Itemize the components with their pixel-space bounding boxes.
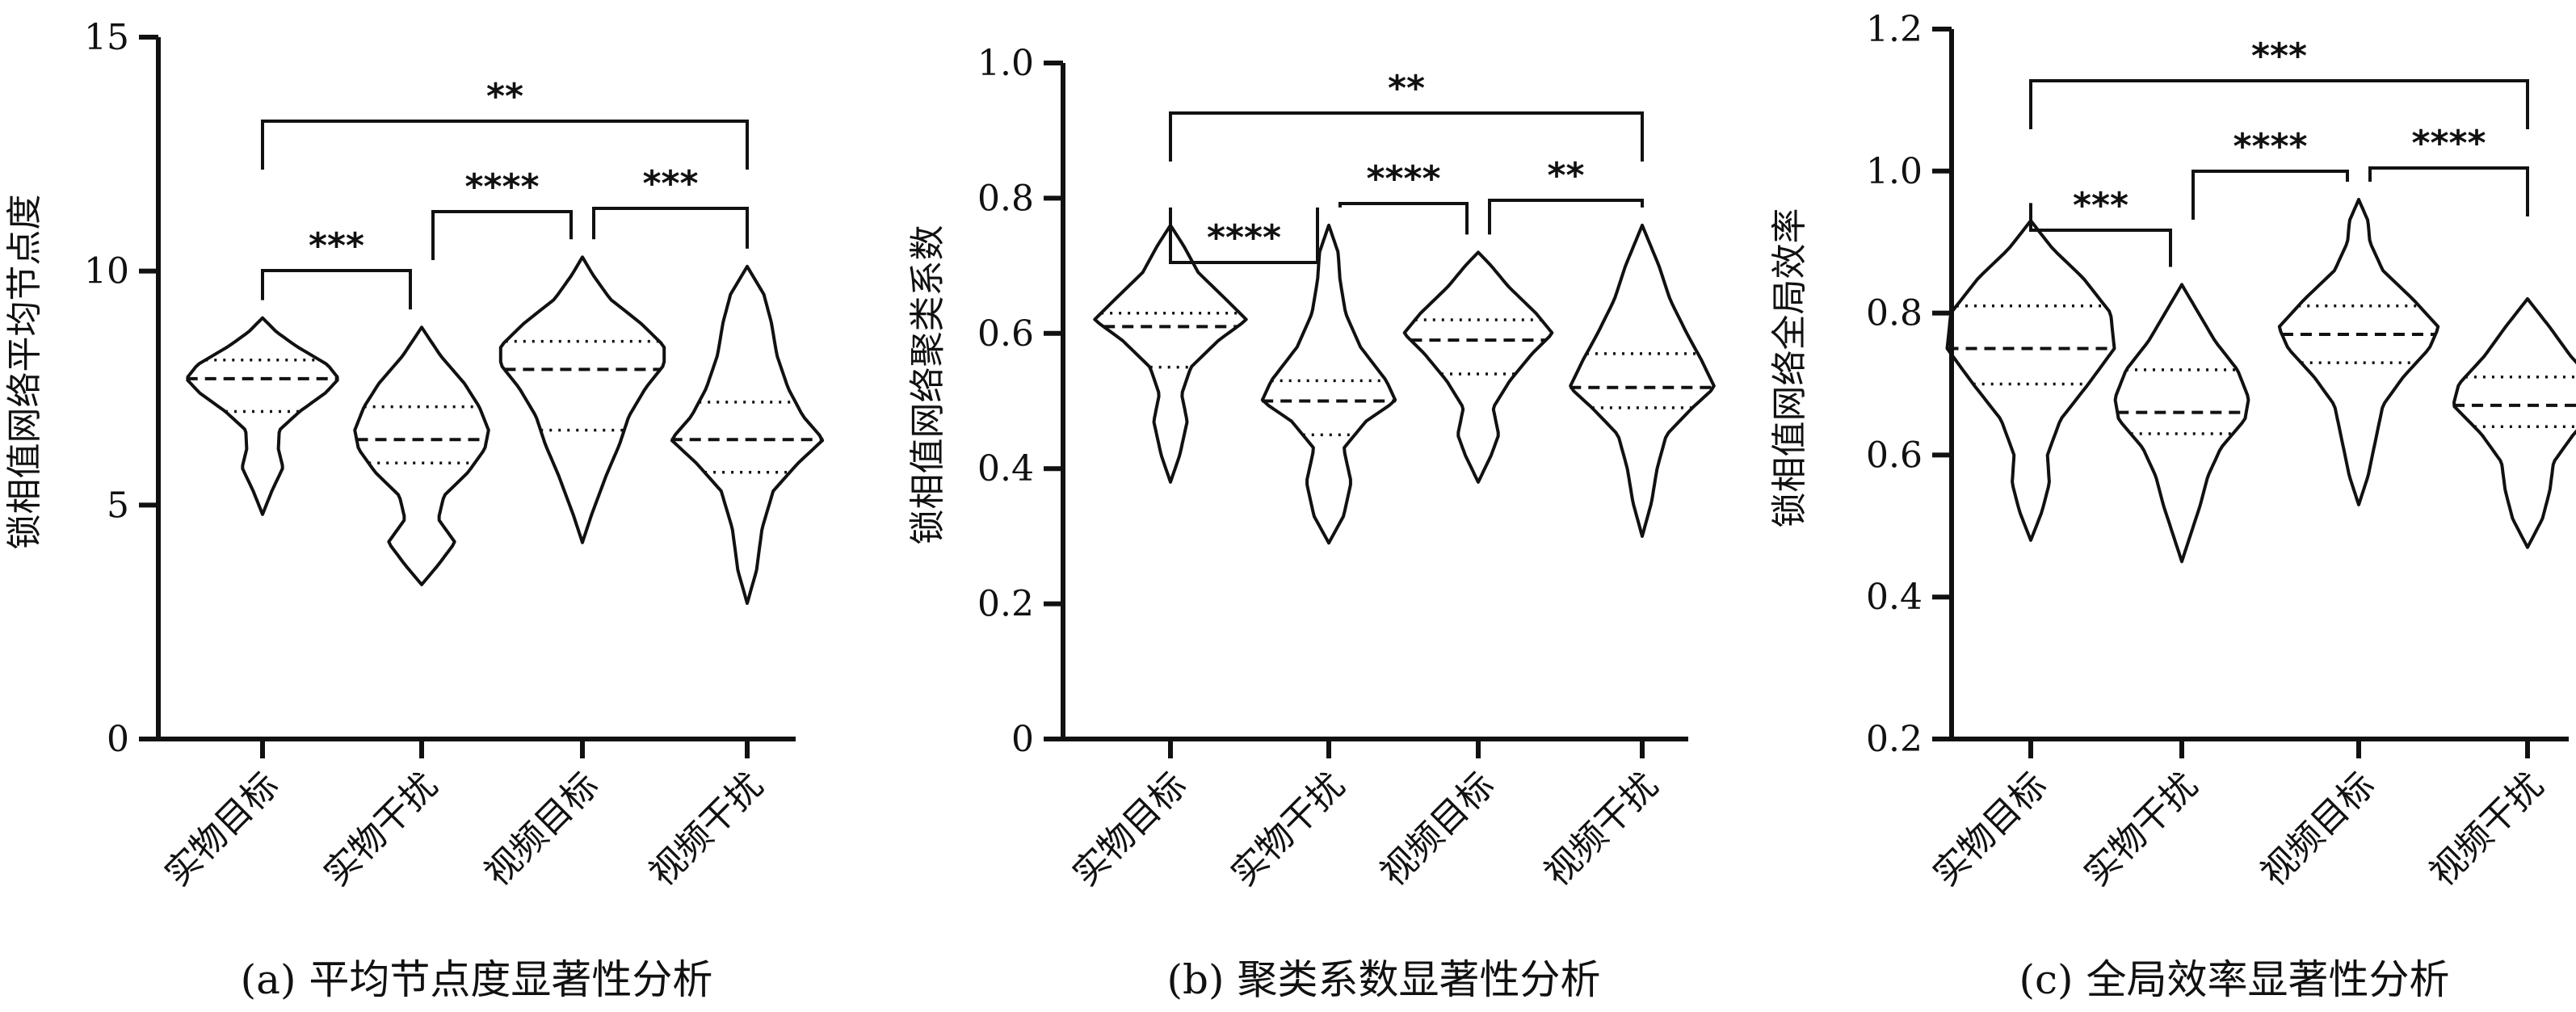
significance-bracket xyxy=(261,269,412,310)
y-tick-label: 15 xyxy=(84,17,129,58)
panel-caption: (b) 聚类系数显著性分析 xyxy=(1167,956,1601,1003)
y-tick-label: 5 xyxy=(107,485,129,526)
violin-body xyxy=(670,264,825,605)
x-tick-label: 视频目标 xyxy=(1372,765,1502,895)
significance-bracket xyxy=(2029,203,2172,267)
significance-label: ** xyxy=(1547,155,1584,196)
significance-label: **** xyxy=(2411,123,2486,164)
significance-label: **** xyxy=(1207,217,1281,258)
significance-label: **** xyxy=(464,166,539,208)
significance-label: **** xyxy=(2233,126,2307,167)
significance-bracket xyxy=(1488,199,1644,235)
y-tick-label: 0 xyxy=(107,719,129,760)
x-tick-label: 实物干扰 xyxy=(1223,765,1353,895)
violin-body xyxy=(2277,198,2440,506)
significance-label: *** xyxy=(642,163,698,204)
panel-caption: (a) 平均节点度显著性分析 xyxy=(241,956,713,1003)
y-tick-label: 0.6 xyxy=(1866,435,1923,476)
significance-label: ** xyxy=(486,76,523,117)
y-tick-label: 0.8 xyxy=(1866,293,1923,334)
violin-body xyxy=(1260,223,1397,545)
violin-body xyxy=(1569,223,1716,538)
panel-caption: (c) 全局效率显著性分析 xyxy=(2019,956,2450,1003)
significance-bracket xyxy=(2029,79,2529,129)
significance-label: **** xyxy=(1366,158,1440,199)
significance-label: *** xyxy=(2073,185,2128,226)
significance-label: *** xyxy=(2251,36,2307,77)
chart-panel-3: 0.2 0.4 0.6 0.8 1.0 1.2 锁相值网络全局效率实物目标 实物干扰 视频目标视… xyxy=(1769,9,2576,1003)
significance-bracket xyxy=(2368,166,2529,216)
y-tick-label: 10 xyxy=(84,251,129,292)
x-tick-label: 实物目标 xyxy=(1065,765,1195,895)
significance-bracket xyxy=(1338,202,1469,235)
violin-body xyxy=(2113,283,2250,564)
x-tick-label: 实物干扰 xyxy=(2076,765,2206,895)
y-axis-title: 锁相值网络聚类系数 xyxy=(907,225,948,545)
y-tick-label: 0.4 xyxy=(1866,577,1923,618)
x-tick-label: 实物目标 xyxy=(1925,765,2055,895)
violin-body xyxy=(498,255,666,544)
x-tick-label: 视频干扰 xyxy=(2422,765,2552,895)
y-axis-title: 锁相值网络全局效率 xyxy=(1769,208,1810,528)
y-tick-label: 0 xyxy=(1011,719,1034,760)
x-tick-label: 实物目标 xyxy=(157,765,287,895)
y-tick-label: 0.8 xyxy=(977,178,1034,219)
significance-bracket xyxy=(2191,170,2349,220)
significance-bracket xyxy=(261,120,749,170)
x-tick-label: 实物干扰 xyxy=(316,765,446,895)
y-tick-label: 1.2 xyxy=(1866,9,1923,50)
violin-body xyxy=(1945,219,2116,542)
significance-bracket xyxy=(592,207,749,249)
significance-bracket xyxy=(1169,111,1644,162)
y-tick-label: 1.0 xyxy=(977,43,1034,84)
violin-body xyxy=(1402,250,1554,484)
violin-body xyxy=(186,316,339,516)
significance-bracket xyxy=(1169,207,1319,264)
y-tick-label: 0.6 xyxy=(977,313,1034,355)
y-tick-label: 0.2 xyxy=(1866,719,1923,760)
x-tick-label: 视频干扰 xyxy=(1536,765,1666,895)
violin-body xyxy=(353,325,490,586)
y-axis-title: 锁相值网络平均节点度 xyxy=(4,195,45,550)
x-tick-label: 视频目标 xyxy=(2253,765,2383,895)
x-tick-label: 视频干扰 xyxy=(641,765,771,895)
y-tick-label: 0.4 xyxy=(977,448,1034,489)
significance-label: ** xyxy=(1388,68,1425,109)
y-tick-label: 1.0 xyxy=(1866,151,1923,192)
y-tick-label: 0.2 xyxy=(977,584,1034,625)
significance-label: *** xyxy=(309,225,364,267)
violin-body xyxy=(2452,297,2576,549)
x-tick-label: 视频目标 xyxy=(477,765,607,895)
significance-bracket xyxy=(431,210,573,260)
